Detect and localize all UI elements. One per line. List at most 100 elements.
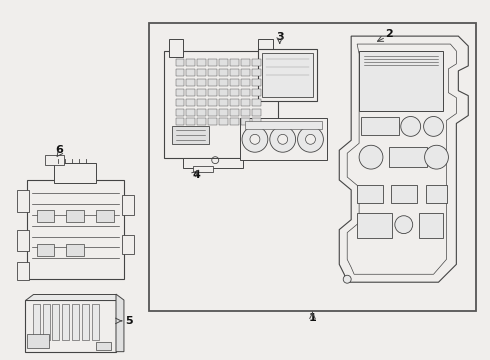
Bar	[164, 51, 278, 158]
Polygon shape	[116, 294, 124, 352]
Bar	[230, 69, 239, 76]
Bar	[187, 69, 196, 76]
Bar	[418, 213, 443, 238]
Bar	[169, 39, 183, 57]
Polygon shape	[24, 294, 116, 300]
Bar	[252, 99, 261, 105]
Circle shape	[343, 275, 351, 283]
Bar	[197, 89, 206, 96]
Bar	[172, 126, 209, 144]
Bar	[208, 89, 217, 96]
Bar	[194, 166, 213, 172]
Bar	[62, 304, 70, 340]
Bar	[208, 99, 217, 105]
Bar	[37, 210, 54, 222]
Bar	[389, 147, 427, 167]
Bar	[230, 79, 239, 86]
Bar	[17, 262, 29, 280]
Bar	[197, 118, 206, 125]
Bar	[17, 190, 29, 212]
Circle shape	[401, 117, 420, 136]
Bar	[175, 79, 184, 86]
Bar	[43, 304, 49, 340]
Bar	[208, 69, 217, 76]
Circle shape	[270, 126, 295, 152]
Bar	[241, 109, 250, 116]
Bar	[361, 117, 399, 135]
Bar	[273, 59, 285, 89]
Bar	[357, 213, 392, 238]
Bar	[359, 51, 443, 111]
Bar	[149, 23, 476, 311]
Circle shape	[424, 117, 443, 136]
Bar	[175, 59, 184, 66]
Bar	[240, 118, 327, 160]
Bar	[245, 121, 322, 129]
Bar	[175, 109, 184, 116]
Bar	[52, 304, 59, 340]
Bar	[54, 163, 96, 183]
Text: 4: 4	[193, 170, 200, 180]
Text: 2: 2	[385, 29, 393, 39]
Bar	[258, 49, 318, 100]
Circle shape	[425, 145, 448, 169]
Bar	[122, 195, 134, 215]
Text: 3: 3	[276, 32, 284, 42]
Bar	[66, 210, 84, 222]
Bar	[187, 99, 196, 105]
Bar	[197, 59, 206, 66]
Bar	[252, 59, 261, 66]
Text: 1: 1	[309, 313, 317, 323]
Bar	[82, 304, 89, 340]
Bar	[219, 59, 228, 66]
Bar	[241, 89, 250, 96]
Bar	[252, 69, 261, 76]
Bar	[26, 180, 124, 279]
Text: 6: 6	[55, 145, 63, 155]
Bar	[241, 59, 250, 66]
Bar	[252, 89, 261, 96]
Bar	[175, 69, 184, 76]
Bar	[230, 118, 239, 125]
Bar	[357, 185, 383, 203]
Bar	[187, 89, 196, 96]
Polygon shape	[339, 36, 468, 282]
Bar	[26, 334, 49, 348]
Bar	[96, 342, 111, 350]
Bar	[230, 99, 239, 105]
Bar	[252, 118, 261, 125]
Bar	[230, 59, 239, 66]
Bar	[187, 79, 196, 86]
Bar	[208, 79, 217, 86]
Bar	[73, 304, 79, 340]
Bar	[241, 79, 250, 86]
Bar	[66, 244, 84, 256]
Bar	[197, 99, 206, 105]
Bar	[219, 109, 228, 116]
Bar	[175, 99, 184, 105]
Circle shape	[242, 126, 268, 152]
Bar	[208, 118, 217, 125]
Bar	[187, 109, 196, 116]
Bar	[241, 69, 250, 76]
Bar	[197, 69, 206, 76]
Bar	[230, 89, 239, 96]
Bar	[258, 39, 273, 57]
Bar	[197, 79, 206, 86]
Bar	[241, 99, 250, 105]
Bar	[17, 230, 29, 251]
Bar	[122, 235, 134, 255]
Bar	[33, 304, 40, 340]
Bar	[262, 53, 314, 96]
Bar	[45, 155, 64, 165]
Bar	[208, 109, 217, 116]
Bar	[219, 118, 228, 125]
Bar	[37, 244, 54, 256]
Bar	[96, 210, 114, 222]
Bar	[175, 89, 184, 96]
Circle shape	[297, 126, 323, 152]
Bar	[219, 79, 228, 86]
Bar	[219, 69, 228, 76]
Bar	[426, 185, 447, 203]
Bar	[187, 118, 196, 125]
